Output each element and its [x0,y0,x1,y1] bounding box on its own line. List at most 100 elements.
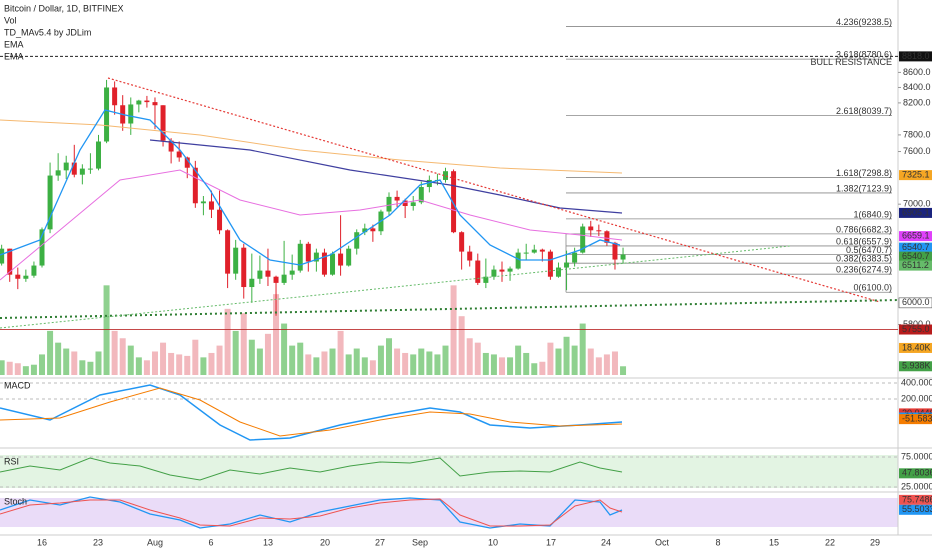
volume-bar [216,345,223,375]
candle-body [233,247,239,274]
volume-bar [329,348,336,375]
price-tag [899,242,932,253]
price-tag-label: 55.5033 [902,504,932,514]
price-tag-label: 8818.0 [902,51,930,61]
price-tag [899,494,932,505]
volume-bar [418,348,425,375]
price-tag [899,468,932,479]
volume-bar [289,345,296,375]
candle-body [402,200,408,207]
candle-body [459,232,465,252]
volume-bar [297,342,304,375]
x-tick-label: 16 [37,537,47,547]
price-tag-label: 6659.1 [902,231,930,241]
y-tick-label: 200.0000 [901,393,932,403]
symbol-title: Bitcoin / Dollar, 1D, BITFINEX [4,3,124,13]
volume-bar [369,360,376,375]
candle-body [160,105,166,141]
volume-bar [264,333,271,375]
y-tick-label: 7600.0 [903,146,931,156]
candle-body [112,87,118,106]
indicator-lines [0,77,899,529]
volume-bar [103,285,110,375]
price-tag [899,414,932,425]
volume-bar [353,348,360,375]
fib-label: 0.236(6274.9) [836,265,892,275]
candle-body [31,265,37,276]
volume-bar [14,363,21,375]
candle-body [580,226,586,253]
legend-item: Vol [4,15,17,25]
volume-bar [611,351,618,375]
rsi-line [0,457,623,481]
candle-body [257,270,263,279]
candle-body [507,268,513,272]
volume-bar [426,351,433,375]
x-tick-label: Oct [655,537,670,547]
volume-bar [547,342,554,375]
fib-label: 1.618(7298.8) [836,168,892,178]
fib-label: 0.382(6383.5) [836,254,892,264]
volume-bar [579,323,586,375]
candle-body [289,270,295,275]
x-tick-label: Sep [412,537,428,547]
fib-label: 3.618(8780.6) [836,49,892,59]
resistance-label: BULL RESISTANCE [810,57,892,67]
candle-body [144,100,150,103]
x-tick-label: 24 [601,537,611,547]
volume-bar [184,355,191,375]
volume-bar [63,348,70,375]
volume-bar [345,354,352,375]
volume-bar [143,360,150,375]
volume-bar [563,336,570,375]
fib-label: 4.236(9238.5) [836,17,892,27]
volume-bar [466,338,473,375]
volume-bar [386,338,393,375]
x-tick-label: 22 [825,537,835,547]
candle-body [330,253,336,275]
x-tick-label: 10 [488,537,498,547]
volume-bar [208,352,215,375]
candle-body [499,269,505,272]
volume-bar [361,357,368,375]
legend-item: EMA [4,39,24,49]
candle-body [588,226,594,231]
y-tick-label: 75.0000 [901,451,932,461]
volume-bar [313,357,320,375]
candle-body [354,232,360,249]
y-tick-label: 8400.0 [903,82,931,92]
x-tick-label: 27 [375,537,385,547]
volume-bar [434,354,441,375]
volume-bar [337,330,344,375]
volume-bar [232,330,239,375]
price-tag-label: 75.7486 [902,494,932,504]
volume-bar [482,352,489,375]
volume-bar [377,345,384,375]
candle-body [418,187,424,203]
pane-title: RSI [4,456,19,466]
candle-body [192,167,198,204]
ema-blue [0,109,621,266]
volume-bar [281,323,288,375]
candle-body [249,278,255,288]
volume-bar [160,342,167,375]
volume-bar [240,313,247,375]
x-tick-label: 20 [320,537,330,547]
volume-bar [410,354,417,375]
price-tag [899,251,932,262]
candle-body [265,270,271,277]
fib-label: 0(6100.0) [853,283,892,293]
layer: 8600.0 8400.0 8200.0 7800.0 7600.0 7000.0 5800… [37,17,932,547]
price-tag [899,207,932,218]
price-tag [898,297,932,309]
candle-body [297,243,303,271]
candle-body [0,248,5,264]
price-tag-label: 6905.1 [902,207,930,217]
volume-bar [95,351,102,375]
volume-bar [507,357,514,375]
candle-body [596,230,602,232]
volume-bar [224,308,231,375]
candle-body [208,201,214,210]
candle-body [184,157,190,168]
